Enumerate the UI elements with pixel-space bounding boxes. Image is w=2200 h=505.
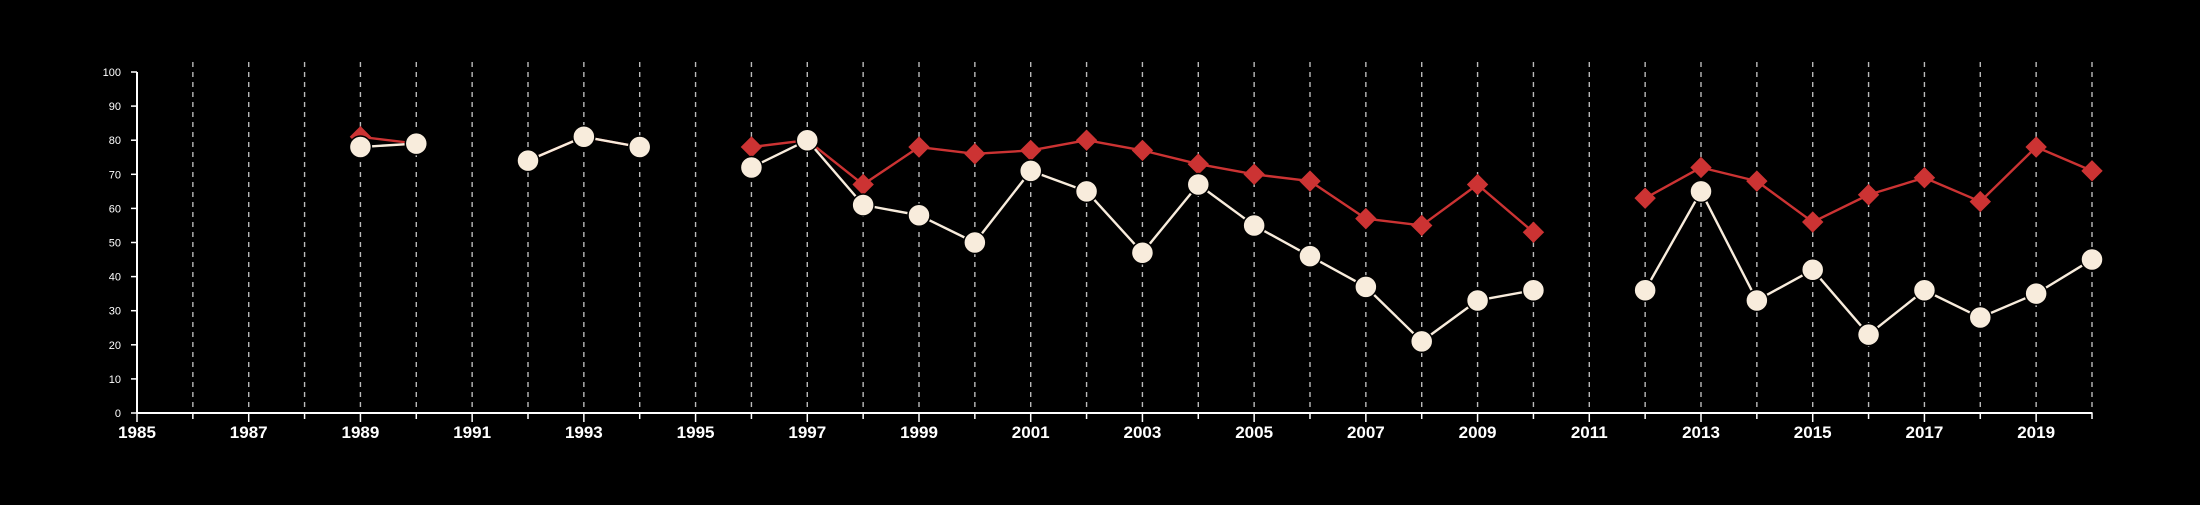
axes-layer: 0 10 20 30 40 50 60 70 80 90 100 1985 1987 1989 1991 19…: [103, 67, 2093, 442]
x-tick-label-1993: 1993: [565, 423, 603, 442]
series-1-point-1993: [572, 125, 596, 149]
series-1-point-1992: [516, 148, 540, 173]
series-1-point-2010: [1521, 278, 1546, 302]
series-1-point-2006: [1298, 244, 1322, 268]
series-layer: [348, 125, 2104, 354]
series-1-point-2009: [1465, 288, 1490, 313]
series-0-point-2018: [1969, 190, 1991, 213]
x-tick-label-2017: 2017: [1906, 423, 1944, 442]
grid-layer: [192, 62, 2093, 413]
series-1-point-2005: [1242, 213, 1266, 238]
x-tick-label-1999: 1999: [900, 423, 938, 442]
series-0-point-2020: [2081, 160, 2103, 182]
series-0-line: [360, 135, 2093, 234]
series-1-point-2015: [1800, 258, 1825, 282]
x-tick-label-1987: 1987: [230, 423, 268, 442]
series-0-point-2007: [1355, 207, 1377, 230]
series-1-point-2000: [963, 230, 987, 255]
series-0-point-2001: [1020, 139, 1042, 162]
y-tick-label-40: 40: [109, 272, 121, 284]
series-1-line: [360, 135, 2093, 343]
series-0-point-2017: [1913, 167, 1936, 189]
series-1-point-2004: [1186, 172, 1211, 197]
series-0-point-2003: [1131, 139, 1154, 162]
y-tick-label-60: 60: [109, 203, 121, 215]
series-0-point-2013: [1690, 156, 1712, 179]
series-1-point-2007: [1354, 275, 1378, 299]
series-1-point-2013: [1689, 179, 1713, 204]
series-0-point-2010: [1522, 221, 1545, 243]
x-tick-label-2015: 2015: [1794, 423, 1832, 442]
series-1-point-2001: [1018, 159, 1043, 183]
series-1-point-2020: [2080, 247, 2104, 272]
y-tick-label-20: 20: [109, 340, 121, 352]
y-tick-label-100: 100: [103, 67, 121, 79]
series-1-point-2014: [1745, 288, 1769, 313]
series-1-point-1990: [404, 131, 429, 156]
y-tick-label-10: 10: [109, 374, 121, 386]
series-0-point-2009: [1466, 173, 1489, 196]
series-1-point-1989: [348, 135, 373, 159]
series-0-point-2019: [2025, 136, 2047, 158]
series-1-point-2017: [1912, 278, 1937, 302]
series-1-point-1999: [907, 203, 931, 227]
x-tick-label-2001: 2001: [1012, 423, 1050, 442]
y-tick-label-90: 90: [109, 101, 121, 113]
x-tick-label-2013: 2013: [1682, 423, 1720, 442]
x-tick-label-2007: 2007: [1347, 423, 1385, 442]
series-0-point-2012: [1634, 187, 1656, 209]
series-1-point-2008: [1409, 329, 1434, 354]
series-0-point-2016: [1857, 184, 1880, 206]
series-0-point-2000: [964, 143, 986, 165]
y-tick-label-30: 30: [109, 306, 121, 318]
x-tick-label-2011: 2011: [1571, 423, 1608, 442]
x-tick-label-1995: 1995: [677, 423, 715, 442]
series-1-point-2012: [1633, 278, 1657, 302]
series-0-point-2002: [1075, 129, 1098, 151]
x-tick-label-2009: 2009: [1459, 423, 1497, 442]
series-0-point-1999: [908, 136, 930, 158]
x-tick-label-1991: 1991: [453, 423, 491, 442]
x-tick-label-1985: 1985: [118, 423, 156, 442]
y-tick-label-70: 70: [109, 169, 121, 181]
series-1-point-2018: [1968, 305, 1993, 330]
series-1-point-2019: [2024, 281, 2048, 306]
x-tick-label-2019: 2019: [2017, 423, 2055, 442]
y-tick-label-50: 50: [109, 238, 121, 250]
series-0-point-2008: [1411, 214, 1433, 237]
x-tick-label-1997: 1997: [788, 423, 826, 442]
series-0-point-2004: [1187, 153, 1209, 175]
series-0-point-2014: [1746, 170, 1768, 192]
series-1-point-1994: [627, 135, 652, 159]
series-0-point-2005: [1243, 163, 1265, 186]
series-0-point-2015: [1802, 211, 1824, 233]
series-0-point-2006: [1299, 170, 1321, 192]
series-1-point-1997: [795, 128, 820, 152]
series-0: [349, 126, 2103, 243]
x-tick-label-2003: 2003: [1124, 423, 1162, 442]
series-1-point-1998: [851, 193, 875, 217]
series-1-point-2016: [1856, 322, 1881, 347]
series-0-point-1996: [740, 136, 763, 158]
series-1-point-1996: [739, 155, 764, 180]
y-tick-label-80: 80: [109, 135, 121, 147]
y-tick-label-0: 0: [115, 408, 121, 420]
x-tick-label-1989: 1989: [342, 423, 380, 442]
x-tick-label-2005: 2005: [1235, 423, 1273, 442]
series-1: [348, 125, 2104, 354]
series-1-point-2002: [1074, 179, 1099, 204]
series-1-point-2003: [1130, 240, 1155, 265]
